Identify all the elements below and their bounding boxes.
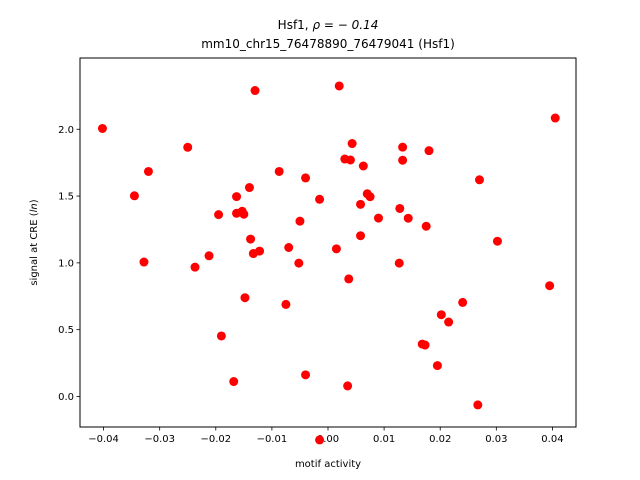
- x-axis-ticks: −0.04 −0.03 −0.02 −0.01 0.00 0.01 0.02 0.03 0.04: [88, 427, 564, 445]
- data-point: [458, 297, 468, 307]
- data-point: [436, 310, 446, 320]
- data-point: [284, 242, 294, 252]
- data-points: [97, 81, 560, 445]
- data-point: [183, 142, 193, 152]
- x-tick-label: −0.04: [88, 434, 119, 445]
- data-point: [274, 166, 284, 176]
- y-tick-label: 0.0: [58, 392, 74, 403]
- data-point: [474, 175, 484, 185]
- data-point: [294, 258, 304, 268]
- data-point: [356, 231, 366, 241]
- data-point: [343, 381, 353, 391]
- data-point: [421, 221, 431, 231]
- data-point: [373, 213, 383, 223]
- y-tick-label: 1.5: [58, 192, 74, 203]
- data-point: [295, 216, 305, 226]
- data-point: [432, 361, 442, 371]
- data-point: [545, 281, 555, 291]
- data-point: [143, 166, 153, 176]
- data-point: [403, 213, 413, 223]
- x-tick-label: 0.00: [317, 434, 339, 445]
- y-tick-label: 2.0: [58, 125, 74, 136]
- y-axis-label: signal at CRE (ln): [29, 199, 40, 285]
- x-tick-label: 0.02: [429, 434, 451, 445]
- data-point: [229, 377, 239, 387]
- data-point: [232, 192, 242, 202]
- chart-title-rho: ρ = − 0.14: [312, 18, 378, 32]
- data-point: [365, 192, 375, 202]
- y-tick-label: 1.0: [58, 258, 74, 269]
- y-axis-label-suffix: ): [29, 199, 40, 203]
- data-point: [492, 236, 502, 246]
- x-tick-label: −0.01: [257, 434, 288, 445]
- data-point: [424, 146, 434, 156]
- data-point: [255, 246, 265, 256]
- data-point: [315, 435, 325, 445]
- x-tick-label: 0.04: [541, 434, 563, 445]
- data-point: [244, 183, 254, 193]
- data-point: [214, 210, 224, 220]
- data-point: [204, 251, 214, 261]
- data-point: [301, 370, 311, 380]
- data-point: [246, 234, 256, 244]
- data-point: [398, 155, 408, 165]
- x-tick-label: −0.02: [200, 434, 231, 445]
- chart-subtitle: mm10_chr15_76478890_76479041 (Hsf1): [201, 37, 455, 51]
- data-point: [345, 155, 355, 165]
- y-axis-label-prefix: signal at CRE (: [29, 212, 40, 285]
- data-point: [129, 191, 139, 201]
- y-axis-ticks: 0.0 0.5 1.0 1.5 2.0: [58, 125, 80, 403]
- data-point: [331, 244, 341, 254]
- data-point: [250, 86, 260, 96]
- data-point: [334, 81, 344, 91]
- data-point: [216, 331, 226, 341]
- x-axis-label: motif activity: [295, 459, 361, 470]
- data-point: [97, 123, 107, 133]
- data-point: [239, 209, 249, 219]
- x-tick-label: −0.03: [144, 434, 175, 445]
- data-point: [281, 299, 291, 309]
- data-point: [344, 274, 354, 284]
- data-point: [473, 400, 483, 410]
- data-point: [139, 257, 149, 267]
- data-point: [347, 139, 357, 149]
- x-tick-label: 0.01: [373, 434, 395, 445]
- data-point: [301, 173, 311, 183]
- data-point: [398, 142, 408, 152]
- y-axis-label-italic: ln: [29, 203, 40, 212]
- data-point: [395, 203, 405, 213]
- x-tick-label: 0.03: [485, 434, 507, 445]
- data-point: [444, 317, 454, 327]
- data-point: [240, 293, 250, 303]
- data-point: [358, 161, 368, 171]
- data-point: [190, 262, 200, 272]
- chart-title-prefix: Hsf1,: [278, 18, 313, 32]
- data-point: [356, 199, 366, 209]
- data-point: [394, 258, 404, 268]
- y-tick-label: 0.5: [58, 325, 74, 336]
- chart-title: Hsf1, ρ = − 0.14: [278, 18, 379, 32]
- data-point: [420, 340, 430, 350]
- data-point: [550, 113, 560, 123]
- data-point: [315, 194, 325, 204]
